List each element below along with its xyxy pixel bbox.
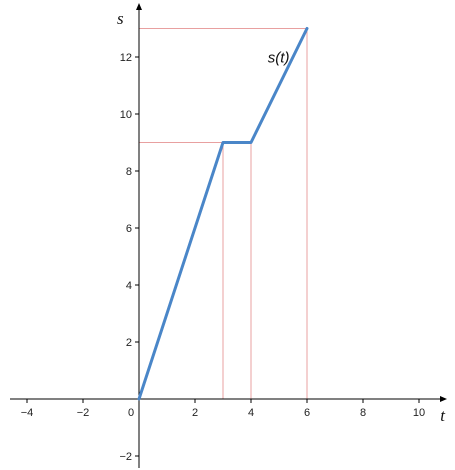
y-tick-label: −2 (119, 451, 132, 463)
x-tick-label: −2 (77, 407, 90, 419)
y-axis-arrow-icon (136, 3, 142, 10)
x-tick-label: 2 (192, 407, 198, 419)
helper-lines (139, 28, 308, 399)
x-ticks: −4 −2 0 2 4 6 8 10 (21, 399, 425, 419)
axes (10, 3, 447, 468)
y-tick-label: 6 (126, 223, 132, 235)
y-tick-label: 8 (126, 166, 132, 178)
y-tick-label: 10 (120, 109, 132, 121)
x-tick-label: 8 (360, 407, 366, 419)
series-line-s-of-t (137, 27, 309, 401)
x-tick-label: 4 (248, 407, 254, 419)
series-label: s(t) (268, 50, 290, 67)
x-tick-label: 10 (413, 407, 425, 419)
y-tick-label: 4 (126, 280, 132, 292)
x-tick-label: −4 (21, 407, 34, 419)
y-axis-title: s (117, 9, 124, 28)
x-tick-label: 6 (304, 407, 310, 419)
y-tick-label: 12 (120, 52, 132, 64)
x-tick-label: 0 (128, 407, 134, 419)
x-axis-arrow-icon (440, 396, 447, 402)
series-group (137, 27, 309, 401)
x-axis-title: t (440, 406, 446, 425)
y-ticks: −2 2 4 6 8 10 12 (119, 52, 139, 463)
y-tick-label: 2 (126, 337, 132, 349)
